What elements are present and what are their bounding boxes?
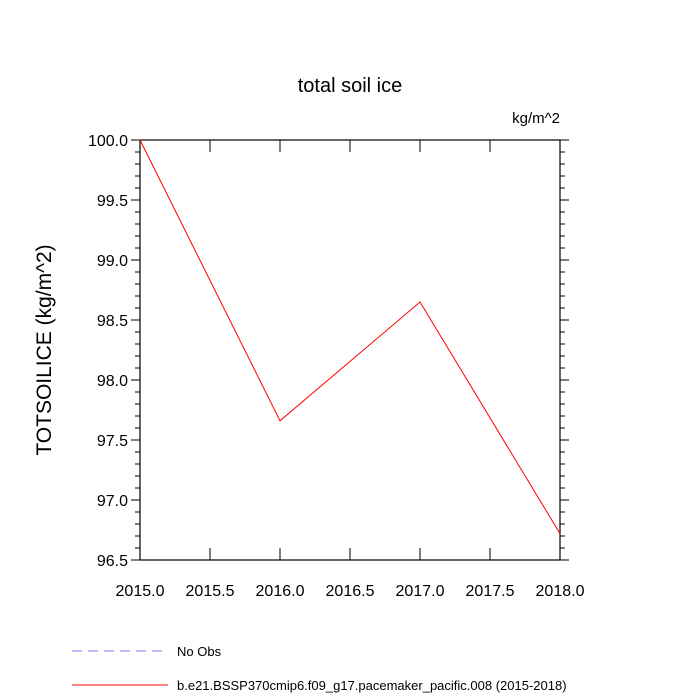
x-tick-label: 2016.0 bbox=[256, 583, 305, 600]
series-line bbox=[139, 139, 561, 534]
x-tick-label: 2015.5 bbox=[186, 583, 235, 600]
legend-label: No Obs bbox=[177, 644, 222, 659]
y-tick-label: 98.5 bbox=[97, 313, 128, 330]
y-tick-label: 99.5 bbox=[97, 193, 128, 210]
legend: No Obs b.e21.BSSP370cmip6.f09_g17.pacemak… bbox=[72, 644, 567, 693]
chart-title: total soil ice bbox=[298, 75, 403, 97]
y-tick-label: 98.0 bbox=[97, 373, 128, 390]
x-tick-label: 2018.0 bbox=[536, 583, 585, 600]
y-axis-label: TOTSOILICE (kg/m^2) bbox=[33, 244, 56, 455]
data-point bbox=[419, 301, 421, 303]
x-tick-label: 2017.0 bbox=[396, 583, 445, 600]
y-tick-label: 100.0 bbox=[88, 133, 128, 150]
x-tick-label: 2016.5 bbox=[326, 583, 375, 600]
plot-area: 2015.0 2015.5 2016.0 2016.5 2017.0 2017.5 2018… bbox=[88, 133, 585, 600]
y-tick-label: 97.5 bbox=[97, 433, 128, 450]
y-tick-label: 97.0 bbox=[97, 493, 128, 510]
data-point bbox=[279, 420, 281, 422]
units-label: kg/m^2 bbox=[512, 110, 560, 127]
y-tick-label: 99.0 bbox=[97, 253, 128, 270]
y-tick-label: 96.5 bbox=[97, 553, 128, 570]
data-point bbox=[559, 533, 561, 535]
data-point bbox=[139, 139, 141, 141]
x-tick-label: 2017.5 bbox=[466, 583, 515, 600]
x-tick-label: 2015.0 bbox=[116, 583, 165, 600]
plot-frame bbox=[139, 139, 561, 561]
legend-label: b.e21.BSSP370cmip6.f09_g17.pacemaker_pac… bbox=[177, 678, 567, 693]
